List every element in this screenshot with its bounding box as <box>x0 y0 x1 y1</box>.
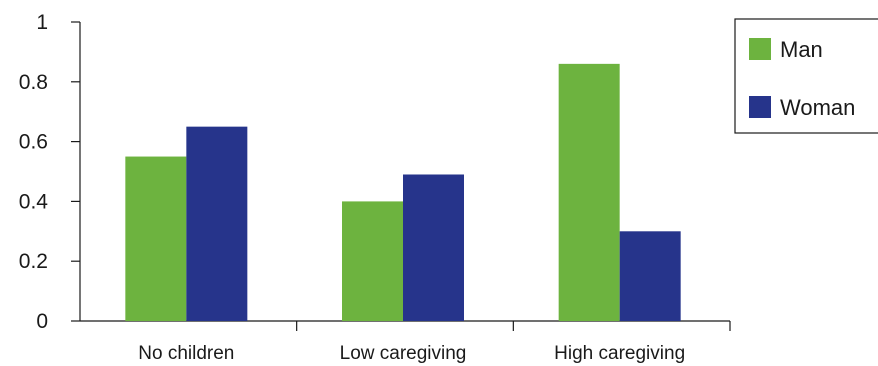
bar-woman-low-caregiving <box>403 174 464 321</box>
bar-woman-no-children <box>186 126 248 322</box>
y-tick-label: 1 <box>36 11 48 34</box>
bar-man-high-caregiving <box>558 63 620 322</box>
bar-man-no-children <box>125 156 187 321</box>
x-category-label: No children <box>138 343 234 364</box>
y-tick-label: 0.6 <box>19 131 48 154</box>
bar-woman-high-caregiving <box>619 231 681 321</box>
legend-label-man: Man <box>780 37 823 62</box>
legend-swatch-man <box>749 38 771 60</box>
y-tick-label: 0.8 <box>19 71 48 94</box>
x-axis: No children Low caregiving High caregiving <box>80 320 731 364</box>
legend-label-woman: Woman <box>780 95 855 120</box>
legend-swatch-woman <box>749 96 771 118</box>
y-axis: 0 0.2 0.4 0.6 0.8 1 <box>19 11 81 333</box>
x-category-label: High caregiving <box>554 343 685 364</box>
x-category-label: Low caregiving <box>340 343 467 364</box>
y-tick-label: 0 <box>36 310 48 333</box>
y-tick-label: 0.4 <box>19 190 49 213</box>
y-tick-label: 0.2 <box>19 250 48 273</box>
legend: Man Woman <box>734 18 878 134</box>
bar-man-low-caregiving <box>342 201 403 321</box>
bars <box>125 63 681 322</box>
